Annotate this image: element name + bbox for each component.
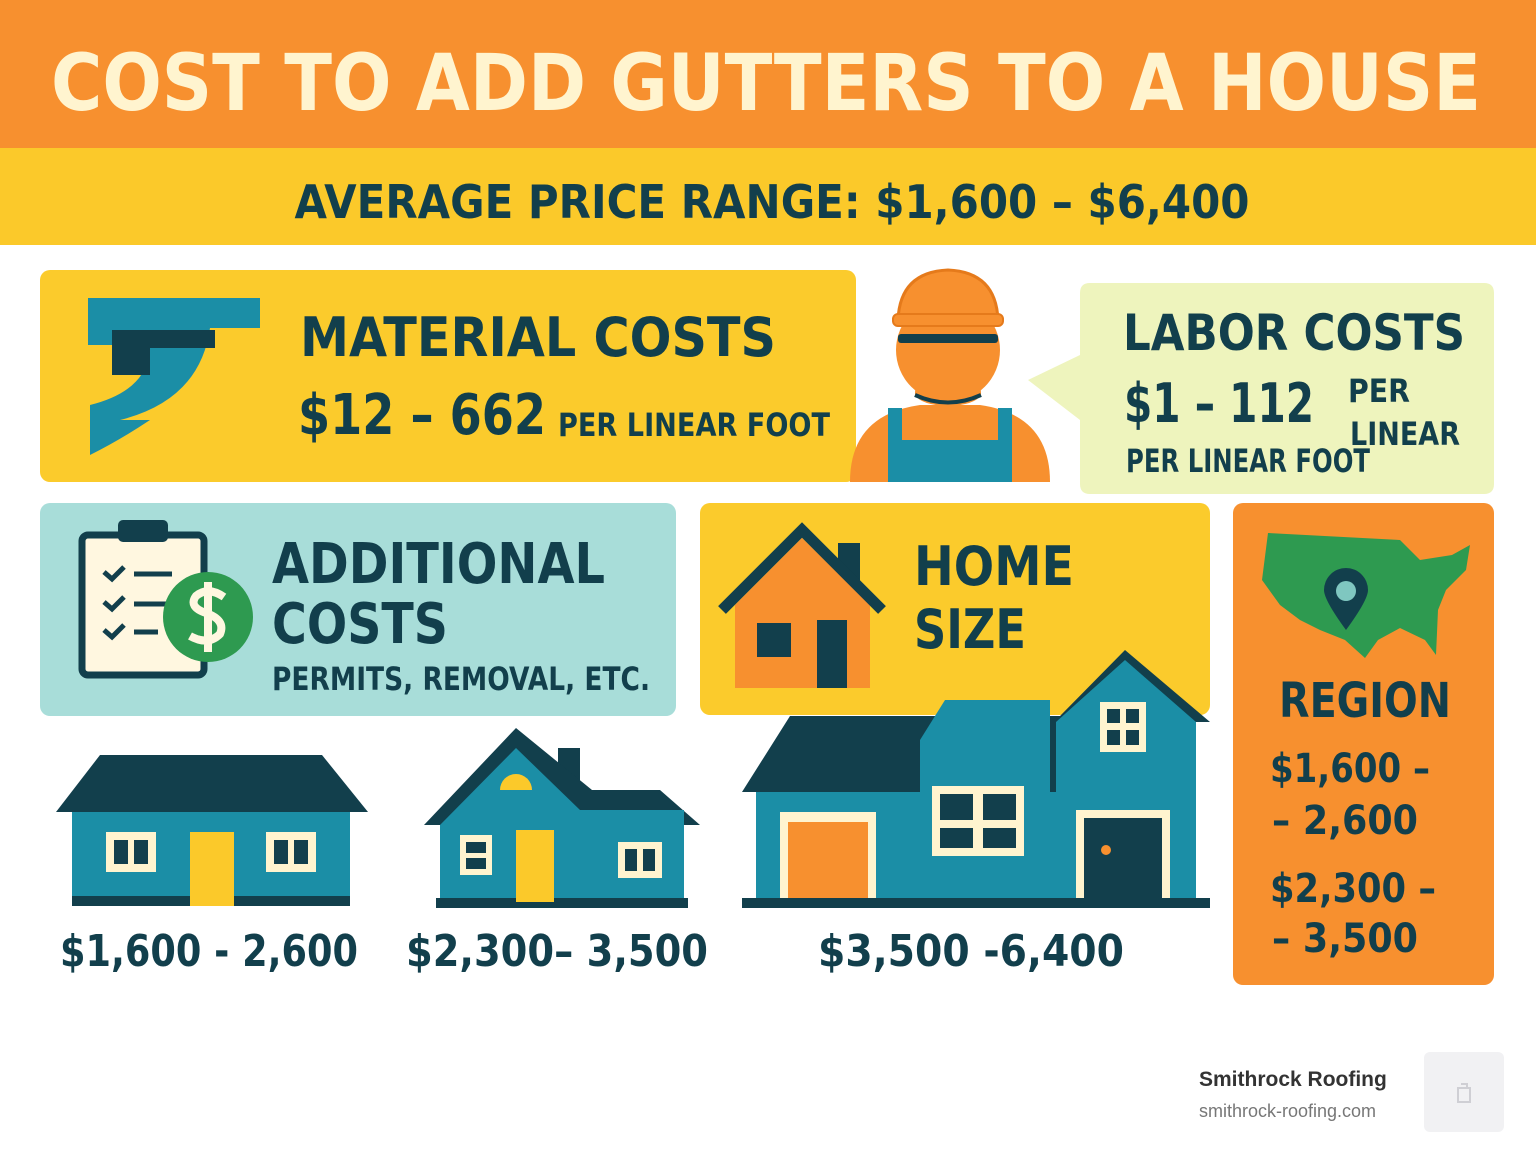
large-house [742, 650, 1210, 908]
material-title: MATERIAL COSTS [300, 306, 776, 369]
material-unit: PER LINEAR FOOT [558, 406, 830, 444]
labor-title: LABOR COSTS [1123, 304, 1465, 362]
labor-unit: PER LINEAR FOOT [1126, 442, 1370, 480]
labor-unit-side: LINEAR [1350, 415, 1460, 453]
gutter-icon [88, 298, 260, 455]
title: COST TO ADD GUTTERS TO A HOUSE [51, 39, 1481, 129]
region-title: REGION [1279, 673, 1451, 729]
title-band [0, 0, 1536, 148]
region-range: $2,300 – [1270, 866, 1436, 912]
region-range: – 3,500 [1272, 916, 1418, 962]
region-range: $1,600 – [1270, 746, 1430, 792]
clipboard-icon [78, 520, 253, 679]
footer-url: smithrock-roofing.com [1199, 1101, 1376, 1121]
house-price: $2,300– 3,500 [406, 926, 708, 977]
additional-title: COSTS [272, 592, 448, 657]
small-house [56, 755, 368, 906]
labor-card [1028, 283, 1494, 494]
house-price: $1,600 - 2,600 [60, 926, 358, 977]
additional-note: PERMITS, REMOVAL, ETC. [272, 660, 650, 698]
house-icon [718, 522, 886, 688]
footer-brand: Smithrock Roofing [1199, 1068, 1387, 1091]
medium-house [424, 728, 700, 908]
worker-icon [850, 268, 1050, 482]
home-size-title: HOME [914, 535, 1074, 598]
labor-unit-side: PER [1348, 372, 1410, 410]
subtitle: AVERAGE PRICE RANGE: $1,600 – $6,400 [295, 175, 1250, 229]
footer-logo-glyph [1457, 1083, 1471, 1103]
labor-range: $1 – 112 [1124, 372, 1314, 435]
region-range: – 2,600 [1272, 798, 1418, 844]
material-range: $12 – 662 [298, 383, 546, 448]
footer-logo [1424, 1052, 1504, 1132]
subtitle-band [0, 148, 1536, 245]
home-size-title: SIZE [914, 598, 1026, 661]
additional-title: ADDITIONAL [272, 532, 605, 597]
house-price: $3,500 -6,400 [818, 926, 1124, 977]
us-map-icon [1262, 533, 1470, 658]
